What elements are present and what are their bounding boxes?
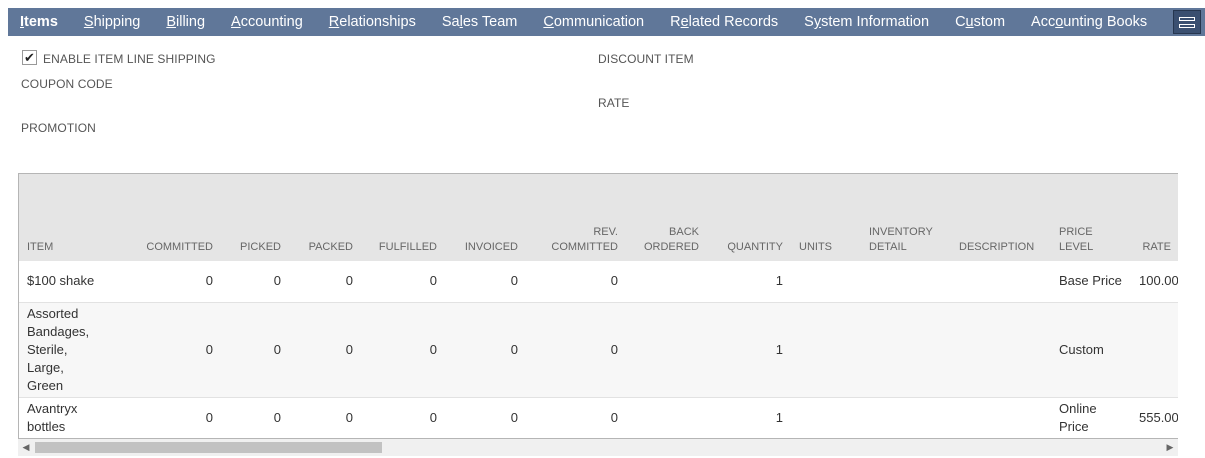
column-header-fulfilled[interactable]: FULFILLED bbox=[361, 174, 445, 261]
rate-cell bbox=[1131, 302, 1178, 398]
description-cell bbox=[951, 302, 1051, 398]
units-cell bbox=[791, 397, 861, 438]
quantity-cell: 1 bbox=[707, 261, 791, 303]
picked-cell: 0 bbox=[221, 302, 289, 398]
rev-committed-cell: 0 bbox=[526, 397, 626, 438]
table-row[interactable]: Avantryx bottles 0 0 0 0 0 0 1 Online Pr… bbox=[19, 397, 1178, 438]
committed-cell: 0 bbox=[109, 397, 221, 438]
column-header-inventory-detail[interactable]: INVENTORY DETAIL bbox=[861, 174, 951, 261]
scrollbar-thumb[interactable] bbox=[35, 442, 382, 453]
column-header-units[interactable]: UNITS bbox=[791, 174, 861, 261]
rev-committed-cell: 0 bbox=[526, 261, 626, 303]
tab-shipping[interactable]: Shipping bbox=[83, 14, 141, 30]
enable-item-line-shipping-checkbox[interactable]: ✔ bbox=[22, 50, 37, 65]
invoiced-cell: 0 bbox=[445, 302, 526, 398]
fulfilled-cell: 0 bbox=[361, 261, 445, 303]
back-ordered-cell bbox=[626, 302, 707, 398]
coupon-code-label: COUPON CODE bbox=[21, 77, 113, 91]
tab-custom[interactable]: Custom bbox=[955, 14, 1006, 30]
quantity-cell: 1 bbox=[707, 397, 791, 438]
column-header-price-level[interactable]: PRICE LEVEL bbox=[1051, 174, 1131, 261]
discount-item-label: DISCOUNT ITEM bbox=[598, 52, 694, 66]
items-table: ITEM COMMITTED PICKED PACKED FULFILLED I… bbox=[18, 173, 1178, 439]
tab-system-information[interactable]: System Information bbox=[804, 14, 930, 30]
description-cell bbox=[951, 261, 1051, 303]
tab-accounting[interactable]: Accounting bbox=[231, 14, 303, 30]
invoiced-cell: 0 bbox=[445, 261, 526, 303]
fulfilled-cell: 0 bbox=[361, 302, 445, 398]
rate-label: RATE bbox=[598, 96, 630, 110]
tab-menu-button[interactable] bbox=[1173, 10, 1201, 34]
column-header-packed[interactable]: PACKED bbox=[289, 174, 361, 261]
tab-sales-team[interactable]: Sales Team bbox=[441, 14, 518, 30]
enable-item-line-shipping-label: ENABLE ITEM LINE SHIPPING bbox=[43, 52, 216, 66]
rate-cell: 100.00 bbox=[1131, 261, 1178, 303]
column-header-description[interactable]: DESCRIPTION bbox=[951, 174, 1051, 261]
price-level-cell: Custom bbox=[1051, 302, 1131, 398]
tab-communication[interactable]: Communication bbox=[543, 14, 645, 30]
rev-committed-cell: 0 bbox=[526, 302, 626, 398]
item-link[interactable]: $100 shake bbox=[19, 261, 109, 303]
column-header-picked[interactable]: PICKED bbox=[221, 174, 289, 261]
menu-icon-bar bbox=[1179, 23, 1195, 28]
inventory-detail-cell bbox=[861, 397, 951, 438]
column-header-committed[interactable]: COMMITTED bbox=[109, 174, 221, 261]
committed-cell: 0 bbox=[109, 302, 221, 398]
column-header-rate[interactable]: RATE bbox=[1131, 174, 1178, 261]
packed-cell: 0 bbox=[289, 302, 361, 398]
picked-cell: 0 bbox=[221, 397, 289, 438]
picked-cell: 0 bbox=[221, 261, 289, 303]
column-header-rev-committed[interactable]: REV. COMMITTED bbox=[526, 174, 626, 261]
tab-items[interactable]: Items bbox=[20, 14, 58, 30]
subtab-bar: Items Shipping Billing Accounting Relati… bbox=[8, 8, 1205, 36]
units-cell bbox=[791, 261, 861, 303]
packed-cell: 0 bbox=[289, 397, 361, 438]
column-header-quantity[interactable]: QUANTITY bbox=[707, 174, 791, 261]
back-ordered-cell bbox=[626, 397, 707, 438]
table-row[interactable]: Assorted Bandages, Sterile, Large, Green… bbox=[19, 302, 1178, 398]
promotion-label: PROMOTION bbox=[21, 121, 96, 135]
units-cell bbox=[791, 302, 861, 398]
table-header-row: ITEM COMMITTED PICKED PACKED FULFILLED I… bbox=[19, 174, 1178, 261]
back-ordered-cell bbox=[626, 261, 707, 303]
price-level-cell: Online Price bbox=[1051, 397, 1131, 438]
scroll-left-icon[interactable]: ◀ bbox=[22, 442, 30, 452]
table-row[interactable]: $100 shake 0 0 0 0 0 0 1 Base Price 100.… bbox=[19, 261, 1178, 303]
fulfilled-cell: 0 bbox=[361, 397, 445, 438]
inventory-detail-cell bbox=[861, 261, 951, 303]
column-header-item[interactable]: ITEM bbox=[19, 174, 109, 261]
horizontal-scrollbar[interactable]: ◀ ▶ bbox=[18, 439, 1178, 456]
column-header-invoiced[interactable]: INVOICED bbox=[445, 174, 526, 261]
scroll-right-icon[interactable]: ▶ bbox=[1166, 442, 1174, 452]
menu-icon bbox=[1179, 16, 1195, 21]
description-cell bbox=[951, 397, 1051, 438]
packed-cell: 0 bbox=[289, 261, 361, 303]
column-header-back-ordered[interactable]: BACK ORDERED bbox=[626, 174, 707, 261]
tab-accounting-books[interactable]: Accounting Books bbox=[1031, 14, 1148, 30]
quantity-cell: 1 bbox=[707, 302, 791, 398]
committed-cell: 0 bbox=[109, 261, 221, 303]
item-link[interactable]: Avantryx bottles bbox=[19, 397, 109, 438]
item-link[interactable]: Assorted Bandages, Sterile, Large, Green bbox=[19, 302, 109, 398]
invoiced-cell: 0 bbox=[445, 397, 526, 438]
tab-related-records[interactable]: Related Records bbox=[670, 14, 779, 30]
inventory-detail-cell bbox=[861, 302, 951, 398]
rate-cell: 555.00 bbox=[1131, 397, 1178, 438]
tab-relationships[interactable]: Relationships bbox=[328, 14, 416, 30]
tab-billing[interactable]: Billing bbox=[166, 14, 206, 30]
price-level-cell: Base Price bbox=[1051, 261, 1131, 303]
